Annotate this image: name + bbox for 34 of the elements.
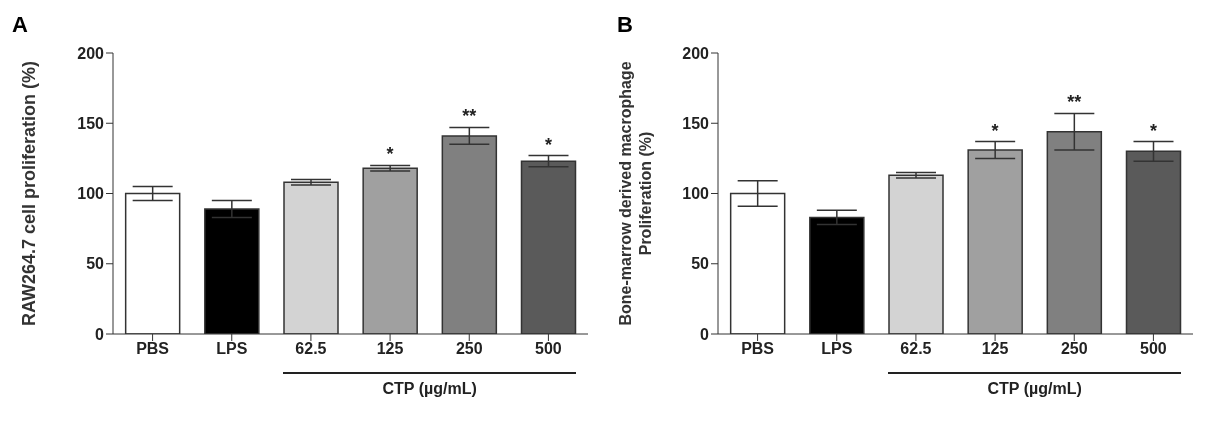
y-axis-title: Bone-marrow derived macrophage Proliferation (%) — [617, 61, 654, 326]
x-tick-label: LPS — [216, 340, 248, 358]
y-tick-label: 0 — [700, 325, 710, 343]
y-axis-title: RAW264.7 cell proliferation (%) — [19, 60, 39, 327]
annotation: ** — [1067, 92, 1082, 113]
y-tick-label: 100 — [682, 185, 710, 203]
y-tick-label: 50 — [691, 255, 710, 273]
y-tick-label: 200 — [682, 44, 710, 62]
x-tick-label: 125 — [376, 340, 404, 358]
y-tick-label: 0 — [95, 325, 105, 343]
x-tick-label: 250 — [455, 340, 483, 358]
y-tick-label: 150 — [682, 114, 710, 132]
x-tick-label: 500 — [535, 340, 562, 358]
x-axis-title: CTP (µg/mL) — [283, 372, 577, 398]
annotation: * — [544, 134, 552, 155]
x-tick-label: 62.5 — [295, 340, 327, 358]
annotation: * — [386, 144, 394, 165]
y-tick-label: 50 — [86, 255, 105, 273]
y-tick-label: 100 — [77, 185, 105, 203]
x-tick-label: 500 — [1140, 340, 1167, 358]
x-tick-label: 125 — [981, 340, 1009, 358]
chart-title: A — [12, 12, 28, 38]
annotation: ** — [462, 106, 477, 127]
x-tick-label: LPS — [821, 340, 853, 358]
x-axis-title: CTP (µg/mL) — [888, 372, 1182, 398]
x-tick-label: 250 — [1060, 340, 1088, 358]
x-tick-label: 62.5 — [900, 340, 932, 358]
annotation: * — [991, 120, 999, 141]
annotation: * — [1149, 120, 1157, 141]
y-tick-label: 200 — [77, 44, 105, 62]
x-tick-label: PBS — [741, 340, 775, 358]
x-tick-label: PBS — [136, 340, 170, 358]
chart-title: B — [617, 12, 633, 38]
y-tick-label: 150 — [77, 114, 105, 132]
